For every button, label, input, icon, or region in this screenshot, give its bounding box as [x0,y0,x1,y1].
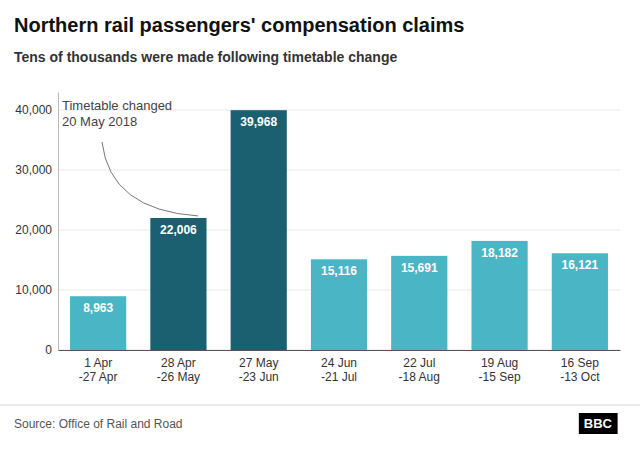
bar [471,241,527,350]
data-label: 15,691 [401,261,438,275]
x-tick: 27 May-23 Jun [239,350,279,384]
y-tick-label: 30,000 [15,163,52,177]
subtitle: Tens of thousands were made following ti… [14,49,397,65]
bar [552,253,608,350]
y-tick-label: 10,000 [15,283,52,297]
x-tick: 28 Apr-26 May [157,350,200,384]
logo-box [579,413,618,434]
plot: 0 10,000 20,000 30,000 40,000 1 Apr-27 Apr 28 … [15,93,620,384]
x-tick: 16 Sep-13 Oct [560,350,600,384]
x-tick: 24 Jun-21 Jul [321,350,357,384]
x-tick-label: 27 May-23 Jun [239,356,279,384]
y-tick-label: 40,000 [15,103,52,117]
logo-text: BBC [584,416,613,431]
y-axis: 0 10,000 20,000 30,000 40,000 [15,93,58,358]
source: Source: Office of Rail and Road [14,417,183,431]
data-labels: 8,963 22,006 39,968 15,116 15,691 18,182 16,12… [83,115,598,315]
grid-line [58,230,620,231]
annotation-text: Timetable changed20 May 2018 [62,98,172,129]
bar [231,110,287,350]
x-axis: 1 Apr-27 Apr 28 Apr-26 May 27 May-23 Jun 24… [59,350,621,384]
x-tick-label: 1 Apr-27 Apr [79,356,118,384]
y-axis-line [58,93,59,351]
x-tick-label: 24 Jun-21 Jul [321,356,357,384]
data-label: 8,963 [83,301,113,315]
grid [58,110,620,350]
annotation-arrow [102,142,198,216]
bar [70,296,126,350]
data-label: 15,116 [321,264,357,278]
y-tick: 0 [45,343,58,357]
title: Northern rail passengers' compensation c… [14,14,464,36]
y-tick: 20,000 [15,223,58,237]
annotation: Timetable changed20 May 2018 [62,98,198,216]
x-axis-line [59,350,621,351]
y-tick: 40,000 [15,103,58,117]
y-tick: 10,000 [15,283,58,297]
bar [311,259,367,350]
x-tick-label: 28 Apr-26 May [157,356,200,384]
x-tick: 1 Apr-27 Apr [79,350,118,384]
x-tick: 22 Jul-18 Aug [399,350,440,384]
chart: Northern rail passengers' compensation c… [0,0,640,450]
y-tick: 30,000 [15,163,58,177]
bars [70,110,608,350]
y-tick-label: 20,000 [15,223,52,237]
x-tick-label: 22 Jul-18 Aug [399,356,440,384]
x-tick: 19 Aug-15 Sep [479,350,521,384]
data-label: 18,182 [481,246,518,260]
x-tick-label: 16 Sep-13 Oct [560,356,600,384]
logo: BBC [579,413,618,434]
grid-line [58,170,620,171]
data-label: 39,968 [240,115,277,129]
data-label: 22,006 [160,223,197,237]
separator [0,405,640,406]
x-tick-label: 19 Aug-15 Sep [479,356,521,384]
data-label: 16,121 [562,258,599,272]
bar [391,256,447,350]
y-tick-label: 0 [45,343,52,357]
bar [150,218,206,350]
